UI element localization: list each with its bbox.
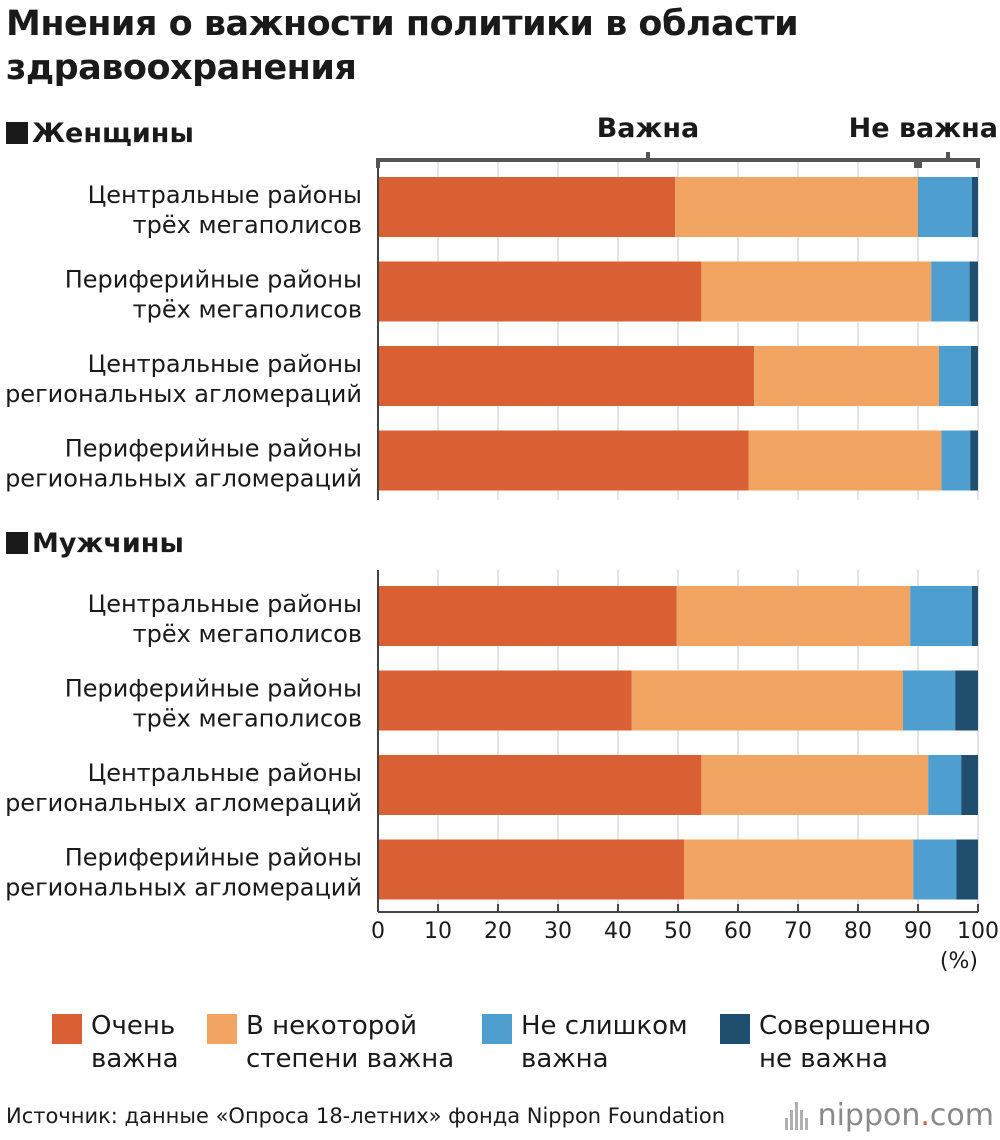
group-label-important: Важна [597, 113, 700, 144]
legend-item-not-at-all-important: Совершенно не важна [720, 1010, 931, 1076]
bar-segment-not-very-important [918, 177, 972, 237]
bar-segment-not-very-important [941, 430, 971, 491]
bar-segment-somewhat-important [701, 755, 929, 815]
category-label: Периферийные районы региональных агломера… [5, 844, 362, 902]
x-tick-label: 90 [904, 919, 932, 944]
bar-segment-very-important [378, 755, 702, 815]
legend-swatch [52, 1014, 82, 1044]
square-bullet-icon [6, 532, 28, 554]
bar-segment-not-at-all-important [970, 430, 978, 491]
group-label-not-important: Не важна [849, 113, 998, 144]
bar-segment-somewhat-important [701, 261, 932, 322]
bracket-not-important [918, 158, 980, 168]
bar-segment-very-important [378, 839, 684, 900]
legend-label: Не слишком важна [521, 1011, 688, 1074]
bracket-important [376, 158, 918, 168]
bar-segment-not-very-important [903, 670, 956, 731]
bar-segment-not-very-important [939, 346, 971, 406]
bar-segment-not-at-all-important [969, 261, 978, 322]
legend-swatch [482, 1014, 512, 1044]
x-tick-label: 50 [664, 919, 692, 944]
category-label: Периферийные районы региональных агломера… [5, 435, 362, 493]
bar-segment-somewhat-important [754, 346, 939, 406]
bar-segment-not-at-all-important [970, 346, 978, 406]
legend-swatch [720, 1014, 750, 1044]
bar-segment-not-at-all-important [972, 586, 978, 646]
bar-segment-somewhat-important [676, 586, 911, 646]
bar-segment-somewhat-important [684, 839, 914, 900]
source-note: Источник: данные «Опроса 18-летних» фонд… [6, 1104, 726, 1128]
logo-mark-icon [784, 1101, 810, 1130]
x-tick-label: 30 [544, 919, 572, 944]
category-label: Центральные районы региональных агломерац… [5, 350, 362, 408]
bar-segment-very-important [378, 430, 749, 491]
stacked-bar-chart: Центральные районы трёх мегаполисов Перифе… [5, 113, 999, 974]
section-heading-men-label: Мужчины [32, 528, 184, 559]
x-tick-label: 80 [844, 919, 872, 944]
x-tick-label: 100 [957, 919, 999, 944]
legend: Очень важна В некоторой степени важна Не… [0, 1010, 1000, 1080]
x-tick-label: 0 [371, 919, 385, 944]
x-tick-label: 10 [424, 919, 452, 944]
chart-title: Мнения о важности политики в области здр… [6, 4, 799, 88]
bar-segment-not-very-important [913, 839, 957, 900]
x-tick-label: 70 [784, 919, 812, 944]
logo-text: nippon [817, 1098, 921, 1133]
bar-segment-somewhat-important [748, 430, 942, 491]
category-label: Центральные районы трёх мегаполисов [88, 181, 362, 239]
bar-segment-not-very-important [928, 755, 962, 815]
category-label: Периферийные районы трёх мегаполисов [65, 266, 362, 324]
bar-segment-not-very-important [910, 586, 972, 646]
category-label: Центральные районы региональных агломерац… [5, 759, 362, 817]
bar-segment-not-at-all-important [956, 839, 978, 900]
bar-segment-very-important [378, 261, 702, 322]
logo-tld: com [929, 1098, 994, 1133]
bar-segment-not-at-all-important [972, 177, 978, 237]
bar-segment-very-important [378, 177, 675, 237]
x-tick-label: 60 [724, 919, 752, 944]
legend-item-not-very-important: Не слишком важна [482, 1010, 688, 1076]
bar-segment-very-important [378, 586, 677, 646]
bar-segment-very-important [378, 346, 755, 406]
legend-item-somewhat-important: В некоторой степени важна [207, 1010, 454, 1076]
x-unit-label: (%) [940, 949, 978, 974]
category-label: Периферийные районы трёх мегаполисов [65, 675, 362, 733]
section-heading-women: Женщины [6, 118, 194, 149]
legend-label: Совершенно не важна [759, 1011, 931, 1074]
bar-segment-not-very-important [931, 261, 970, 322]
bar-segment-somewhat-important [631, 670, 903, 731]
section-heading-women-label: Женщины [32, 118, 194, 149]
legend-swatch [207, 1014, 237, 1044]
bar-segment-not-at-all-important [961, 755, 978, 815]
section-heading-men: Мужчины [6, 528, 184, 559]
square-bullet-icon [6, 122, 28, 144]
bar-segment-very-important [378, 670, 632, 731]
logo-dot: . [920, 1098, 930, 1133]
bar-segment-not-at-all-important [955, 670, 978, 731]
x-tick-label: 40 [604, 919, 632, 944]
legend-label: Очень важна [91, 1011, 179, 1074]
legend-label: В некоторой степени важна [246, 1011, 455, 1074]
nippon-logo: nippon. com [784, 1098, 994, 1133]
x-tick-label: 20 [484, 919, 512, 944]
category-label: Центральные районы трёх мегаполисов [88, 590, 362, 648]
legend-item-very-important: Очень важна [52, 1010, 179, 1076]
bar-segment-somewhat-important [675, 177, 918, 237]
